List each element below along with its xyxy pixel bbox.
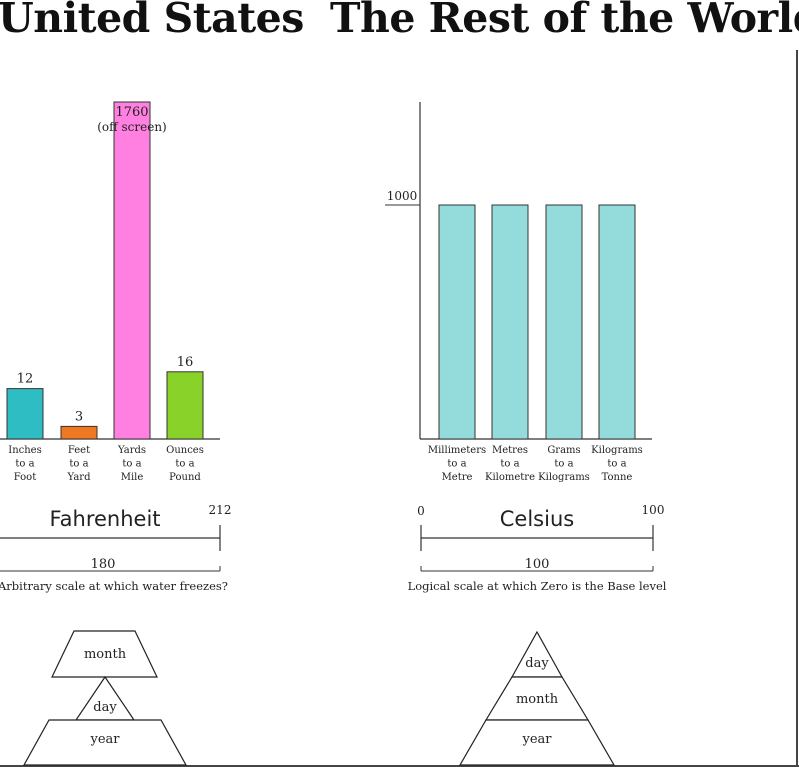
category-label-metres-per-kilometre-line-3: Kilometre xyxy=(485,472,535,483)
category-label-feet-per-yard-line-2: to a xyxy=(69,459,88,470)
bar-feet-per-yard xyxy=(60,425,98,440)
united-states-heading: United States xyxy=(0,0,304,42)
bar-kilograms-per-tonne xyxy=(598,204,636,440)
category-label-grams-per-kilogram-line-1: Grams xyxy=(547,445,580,456)
world-day-label: day xyxy=(525,656,549,671)
category-label-grams-per-kilogram-line-2: to a xyxy=(554,459,573,470)
category-label-yards-per-mile-line-1: Yards xyxy=(117,445,146,456)
category-label-kilograms-per-tonne-line-1: Kilograms xyxy=(591,445,643,456)
category-label-ounces-per-pound-line-2: to a xyxy=(175,459,194,470)
off-screen-annotation: (off screen) xyxy=(97,120,166,134)
value-label-yards-per-mile: 1760 xyxy=(115,105,148,120)
celsius-scale: Celsius 0 100 100 Logical scale at which… xyxy=(408,503,667,593)
category-label-yards-per-mile-line-3: Mile xyxy=(121,472,144,483)
value-label-feet-per-yard: 3 xyxy=(75,409,83,424)
bottom-frame-line xyxy=(0,765,799,767)
value-label-inches-per-foot: 12 xyxy=(17,372,34,387)
celsius-freezing-value: 0 xyxy=(417,504,425,518)
world-month-label: month xyxy=(516,692,559,707)
fahrenheit-scale: Fahrenheit 212 180 Arbitrary scale at wh… xyxy=(0,503,231,593)
category-label-feet-per-yard-line-1: Feet xyxy=(68,445,90,456)
category-label-inches-per-foot-line-1: Inches xyxy=(8,445,41,456)
category-label-feet-per-yard-line-3: Yard xyxy=(67,472,92,483)
bar-inches-per-foot xyxy=(6,388,44,440)
fahrenheit-caption: Arbitrary scale at which water freezes? xyxy=(0,579,228,593)
category-label-ounces-per-pound-line-3: Pound xyxy=(169,472,201,483)
category-label-metres-per-kilometre-line-2: to a xyxy=(500,459,519,470)
us-year-label: year xyxy=(89,732,120,747)
category-label-metres-per-kilometre-line-1: Metres xyxy=(492,445,528,456)
category-label-millimeters-per-metre-line-1: Millimeters xyxy=(428,445,486,456)
bar-grams-per-kilogram xyxy=(545,204,583,440)
us-month-label: month xyxy=(84,647,127,662)
right-frame-line xyxy=(796,50,798,767)
category-label-grams-per-kilogram-line-3: Kilograms xyxy=(538,472,590,483)
celsius-caption: Logical scale at which Zero is the Base … xyxy=(408,579,667,593)
bar-metres-per-kilometre xyxy=(491,204,529,440)
category-label-ounces-per-pound-line-1: Ounces xyxy=(166,445,204,456)
fahrenheit-span-value: 180 xyxy=(91,557,116,572)
bar-ounces-per-pound xyxy=(166,371,204,440)
world-date-order-pyramid xyxy=(458,630,616,766)
rest-of-world-heading: The Rest of the World xyxy=(330,0,799,42)
world-year-label: year xyxy=(521,732,552,747)
us-bar-chart: 12 Inches to a Foot 3 Feet to a Yard 1760(off sc… xyxy=(0,101,220,483)
category-label-kilograms-per-tonne-line-2: to a xyxy=(607,459,626,470)
value-label-ounces-per-pound: 16 xyxy=(177,355,194,370)
celsius-label: Celsius xyxy=(500,507,574,531)
us-year-trapezoid xyxy=(22,719,188,766)
category-label-inches-per-foot-line-2: to a xyxy=(15,459,34,470)
category-label-yards-per-mile-line-2: to a xyxy=(122,459,141,470)
celsius-span-value: 100 xyxy=(525,557,550,572)
fahrenheit-label: Fahrenheit xyxy=(49,507,160,531)
world-y-tick-label-1000: 1000 xyxy=(387,189,418,203)
celsius-boiling-value: 100 xyxy=(642,503,665,517)
us-month-trapezoid xyxy=(51,630,158,678)
category-label-millimeters-per-metre-line-2: to a xyxy=(447,459,466,470)
bar-yards-per-mile xyxy=(113,101,151,440)
fahrenheit-boiling-value: 212 xyxy=(209,503,232,517)
world-bar-chart: 1000 Millimeters to a Metre Metres to a Kilome… xyxy=(385,102,652,483)
bar-millimeters-per-metre xyxy=(438,204,476,440)
us-day-label: day xyxy=(93,700,117,715)
category-label-kilograms-per-tonne-line-3: Tonne xyxy=(602,472,633,483)
category-label-millimeters-per-metre-line-3: Metre xyxy=(442,472,473,483)
category-label-inches-per-foot-line-3: Foot xyxy=(14,472,36,483)
us-date-order-diagram xyxy=(22,630,188,766)
world-year-trapezoid xyxy=(458,719,616,766)
